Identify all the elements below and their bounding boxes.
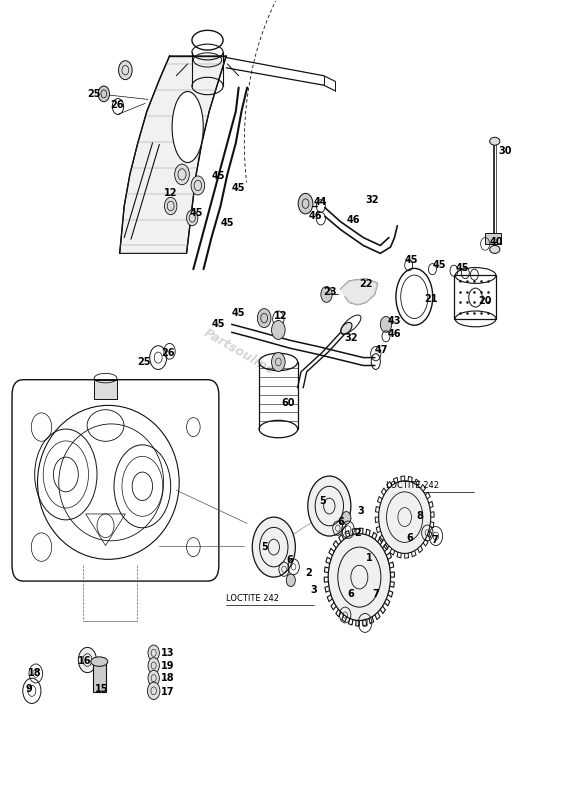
- Text: 26: 26: [161, 348, 174, 358]
- Text: 30: 30: [498, 146, 512, 156]
- Text: 45: 45: [220, 218, 234, 229]
- Text: 8: 8: [416, 510, 423, 520]
- Text: 5: 5: [261, 542, 268, 552]
- Circle shape: [165, 197, 177, 214]
- Text: 23: 23: [324, 287, 337, 297]
- Text: 32: 32: [365, 195, 379, 205]
- Text: 45: 45: [212, 319, 225, 328]
- Text: 6: 6: [407, 532, 413, 543]
- Text: 43: 43: [388, 316, 401, 326]
- Circle shape: [174, 165, 189, 184]
- Circle shape: [119, 61, 132, 80]
- Text: 45: 45: [405, 255, 418, 265]
- Text: 3: 3: [358, 505, 365, 516]
- Polygon shape: [341, 278, 378, 305]
- Text: 13: 13: [161, 648, 174, 658]
- Text: 40: 40: [490, 237, 503, 247]
- Ellipse shape: [341, 323, 352, 335]
- Text: 6: 6: [286, 554, 293, 565]
- Polygon shape: [120, 56, 226, 253]
- Text: Partsouline: Partsouline: [201, 327, 277, 377]
- Text: 46: 46: [388, 329, 401, 339]
- Text: 45: 45: [456, 263, 469, 273]
- Text: 45: 45: [232, 308, 245, 319]
- Circle shape: [191, 176, 204, 195]
- Circle shape: [272, 320, 285, 339]
- Text: 5: 5: [319, 496, 326, 506]
- Text: 1: 1: [366, 553, 373, 563]
- Circle shape: [98, 86, 110, 102]
- Circle shape: [298, 193, 313, 214]
- Circle shape: [257, 308, 271, 327]
- Circle shape: [78, 647, 97, 672]
- Text: 25: 25: [137, 357, 151, 366]
- Circle shape: [328, 534, 391, 620]
- Text: 15: 15: [95, 684, 108, 694]
- Circle shape: [148, 645, 160, 660]
- Text: 44: 44: [314, 197, 328, 207]
- Text: 12: 12: [274, 311, 288, 320]
- FancyBboxPatch shape: [12, 380, 219, 581]
- Text: 6: 6: [337, 517, 344, 527]
- Text: 20: 20: [478, 296, 492, 306]
- Text: 45: 45: [433, 260, 446, 271]
- Text: 2: 2: [305, 568, 312, 578]
- Bar: [94, 380, 117, 399]
- Text: 32: 32: [344, 333, 358, 343]
- Text: LOCTITE 242: LOCTITE 242: [386, 481, 439, 490]
- Text: 6: 6: [347, 589, 354, 599]
- Text: 45: 45: [212, 171, 225, 181]
- Ellipse shape: [490, 245, 500, 253]
- Circle shape: [148, 657, 160, 673]
- Text: 18: 18: [161, 673, 174, 683]
- Text: 9: 9: [26, 684, 32, 694]
- Ellipse shape: [490, 138, 500, 146]
- Circle shape: [286, 574, 295, 587]
- Bar: [93, 661, 106, 691]
- Text: 46: 46: [346, 215, 360, 225]
- Circle shape: [148, 670, 160, 686]
- Text: 7: 7: [431, 535, 438, 545]
- Bar: [454, 275, 496, 319]
- Circle shape: [272, 353, 285, 372]
- Text: 18: 18: [28, 668, 41, 679]
- Circle shape: [379, 481, 431, 554]
- Text: 45: 45: [189, 208, 203, 218]
- Circle shape: [321, 286, 332, 302]
- Text: 26: 26: [110, 100, 124, 110]
- Text: 17: 17: [161, 687, 174, 698]
- Circle shape: [148, 682, 160, 699]
- Circle shape: [186, 210, 198, 225]
- Ellipse shape: [172, 92, 203, 163]
- Text: 22: 22: [360, 279, 373, 290]
- Text: 16: 16: [78, 656, 91, 666]
- Ellipse shape: [91, 657, 108, 666]
- Text: 19: 19: [161, 660, 174, 671]
- Text: 25: 25: [87, 89, 101, 99]
- Circle shape: [308, 476, 351, 536]
- Text: 47: 47: [375, 346, 388, 355]
- Circle shape: [381, 316, 392, 332]
- Text: 7: 7: [373, 589, 379, 600]
- Circle shape: [342, 512, 351, 524]
- Text: 46: 46: [308, 211, 322, 221]
- Text: 2: 2: [354, 528, 361, 538]
- Text: 21: 21: [424, 294, 438, 305]
- Text: 12: 12: [164, 188, 177, 199]
- Text: 3: 3: [311, 585, 318, 595]
- Text: 60: 60: [282, 399, 295, 408]
- Text: 45: 45: [232, 183, 245, 193]
- Circle shape: [252, 517, 295, 577]
- Bar: [485, 233, 501, 244]
- Text: LOCTITE 242: LOCTITE 242: [226, 594, 279, 603]
